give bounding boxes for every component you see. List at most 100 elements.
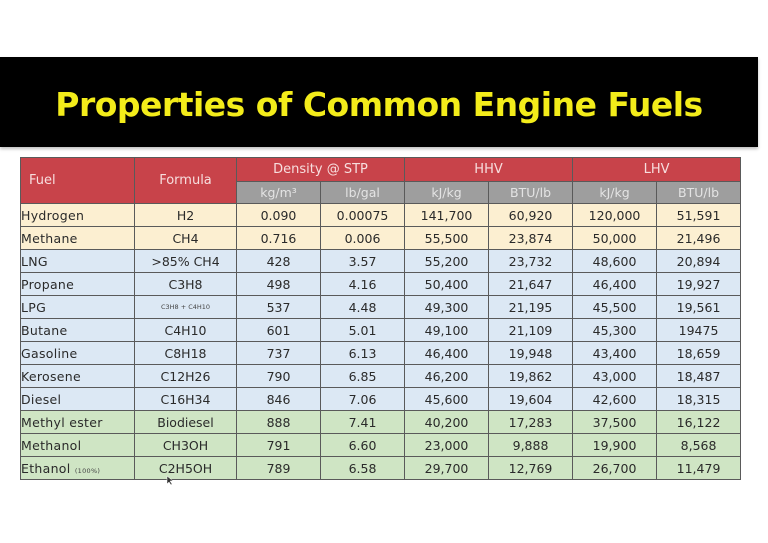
cell-hhv-btu: 21,647 <box>488 272 574 296</box>
fuel-name: Gasoline <box>21 345 78 361</box>
cell-hhv-btu: 19,604 <box>488 387 574 411</box>
cell-fuel: Gasoline <box>20 341 135 365</box>
cell-fuel: LNG <box>20 249 135 273</box>
cell-lhv-btu: 18,315 <box>656 387 742 411</box>
table-row: Gasoline C8H18 737 6.13 46,400 19,948 43,400 18… <box>20 341 742 365</box>
cell-kg: 0.090 <box>236 203 321 227</box>
table-row: Hydrogen H2 0.090 0.00075 141,700 60,920 120,0… <box>20 203 742 227</box>
table-row: Methyl ester Biodiesel 888 7.41 40,200 17,283… <box>20 410 742 434</box>
subheader-density-lb: lb/gal <box>319 181 406 204</box>
fuel-name: LNG <box>21 253 48 269</box>
cell-lb: 7.41 <box>319 410 406 434</box>
cell-lhv-btu: 18,659 <box>656 341 742 365</box>
cell-lhv-kj: 43,400 <box>572 341 658 365</box>
cell-hhv-kj: 23,000 <box>404 433 490 457</box>
cell-fuel: Propane <box>20 272 135 296</box>
cell-lhv-kj: 120,000 <box>572 203 658 227</box>
subheader-lhv-kj: kJ/kg <box>572 181 658 204</box>
cell-fuel: Methanol <box>20 433 135 457</box>
table-row: Butane C4H10 601 5.01 49,100 21,109 45,300 1947… <box>20 318 742 342</box>
cell-lhv-kj: 26,700 <box>572 456 658 480</box>
fuel-name: Diesel <box>21 391 62 407</box>
cell-hhv-kj: 40,200 <box>404 410 490 434</box>
fuel-name: Kerosene <box>21 368 81 384</box>
cell-lhv-btu: 18,487 <box>656 364 742 388</box>
cell-formula: C3H8 <box>134 272 237 296</box>
subheader-lhv-btu: BTU/lb <box>656 181 742 204</box>
cell-hhv-btu: 23,732 <box>488 249 574 273</box>
table-row: Methanol CH3OH 791 6.60 23,000 9,888 19,900 8,5… <box>20 433 742 457</box>
cell-lb: 0.00075 <box>319 203 406 227</box>
cell-hhv-btu: 21,109 <box>488 318 574 342</box>
cell-hhv-kj: 49,300 <box>404 295 490 319</box>
cell-lhv-btu: 16,122 <box>656 410 742 434</box>
cell-hhv-btu: 21,195 <box>488 295 574 319</box>
cell-kg: 428 <box>236 249 321 273</box>
cell-lhv-btu: 20,894 <box>656 249 742 273</box>
cell-formula: C16H34 <box>134 387 237 411</box>
cell-hhv-btu: 19,948 <box>488 341 574 365</box>
cell-kg: 0.716 <box>236 226 321 250</box>
cell-lb: 0.006 <box>319 226 406 250</box>
table-row: LPG C3H8 + C4H10 537 4.48 49,300 21,195 45,500… <box>20 295 742 319</box>
cell-lb: 4.16 <box>319 272 406 296</box>
cell-hhv-kj: 49,100 <box>404 318 490 342</box>
cell-kg: 601 <box>236 318 321 342</box>
cell-fuel: Diesel <box>20 387 135 411</box>
cell-lhv-kj: 45,500 <box>572 295 658 319</box>
fuel-name: Ethanol <box>21 460 71 476</box>
header-lhv: LHV <box>572 157 742 182</box>
cell-lhv-kj: 42,600 <box>572 387 658 411</box>
cell-lhv-btu: 51,591 <box>656 203 742 227</box>
cell-kg: 888 <box>236 410 321 434</box>
fuel-name: Butane <box>21 322 68 338</box>
cell-hhv-btu: 12,769 <box>488 456 574 480</box>
mouse-cursor-icon <box>166 476 174 486</box>
cell-fuel: Ethanol (100%) <box>20 456 135 480</box>
cell-hhv-kj: 45,600 <box>404 387 490 411</box>
subheader-density-kg: kg/m³ <box>236 181 321 204</box>
cell-kg: 791 <box>236 433 321 457</box>
cell-formula: C2H5OH <box>134 456 237 480</box>
cell-lhv-kj: 50,000 <box>572 226 658 250</box>
cell-formula: C8H18 <box>134 341 237 365</box>
cell-lhv-kj: 37,500 <box>572 410 658 434</box>
table-row: Diesel C16H34 846 7.06 45,600 19,604 42,600 18,… <box>20 387 742 411</box>
cell-hhv-kj: 50,400 <box>404 272 490 296</box>
table-row: Methane CH4 0.716 0.006 55,500 23,874 50,000 21… <box>20 226 742 250</box>
cell-lhv-kj: 43,000 <box>572 364 658 388</box>
fuel-name: Methane <box>21 230 78 246</box>
cell-formula: CH4 <box>134 226 237 250</box>
subheader-hhv-kj: kJ/kg <box>404 181 490 204</box>
cell-hhv-kj: 55,500 <box>404 226 490 250</box>
fuel-note: (100%) <box>74 466 101 475</box>
cell-lhv-kj: 48,600 <box>572 249 658 273</box>
cell-hhv-btu: 19,862 <box>488 364 574 388</box>
cell-kg: 790 <box>236 364 321 388</box>
cell-kg: 498 <box>236 272 321 296</box>
cell-hhv-kj: 55,200 <box>404 249 490 273</box>
cell-fuel: Kerosene <box>20 364 135 388</box>
cell-kg: 737 <box>236 341 321 365</box>
cell-formula: Biodiesel <box>134 410 237 434</box>
cell-hhv-kj: 46,200 <box>404 364 490 388</box>
cell-lhv-btu: 21,496 <box>656 226 742 250</box>
cell-formula: CH3OH <box>134 433 237 457</box>
header-formula: Formula <box>134 157 237 204</box>
table-row: Kerosene C12H26 790 6.85 46,200 19,862 43,000 1… <box>20 364 742 388</box>
cell-hhv-kj: 29,700 <box>404 456 490 480</box>
cell-lhv-kj: 45,300 <box>572 318 658 342</box>
cell-kg: 846 <box>236 387 321 411</box>
cell-lb: 7.06 <box>319 387 406 411</box>
cell-fuel: Methane <box>20 226 135 250</box>
cell-lhv-btu: 11,479 <box>656 456 742 480</box>
cell-lb: 6.58 <box>319 456 406 480</box>
fuel-name: LPG <box>21 299 47 315</box>
header-fuel: Fuel <box>20 157 135 204</box>
header-hhv: HHV <box>404 157 574 182</box>
cell-lhv-btu: 19475 <box>656 318 742 342</box>
cell-lhv-kj: 19,900 <box>572 433 658 457</box>
cell-hhv-btu: 60,920 <box>488 203 574 227</box>
table-row: Propane C3H8 498 4.16 50,400 21,647 46,400 19,9… <box>20 272 742 296</box>
cell-lb: 3.57 <box>319 249 406 273</box>
